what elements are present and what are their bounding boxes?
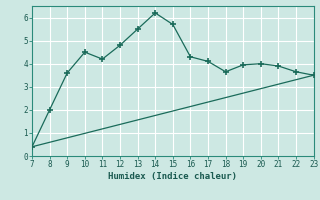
X-axis label: Humidex (Indice chaleur): Humidex (Indice chaleur) <box>108 172 237 181</box>
